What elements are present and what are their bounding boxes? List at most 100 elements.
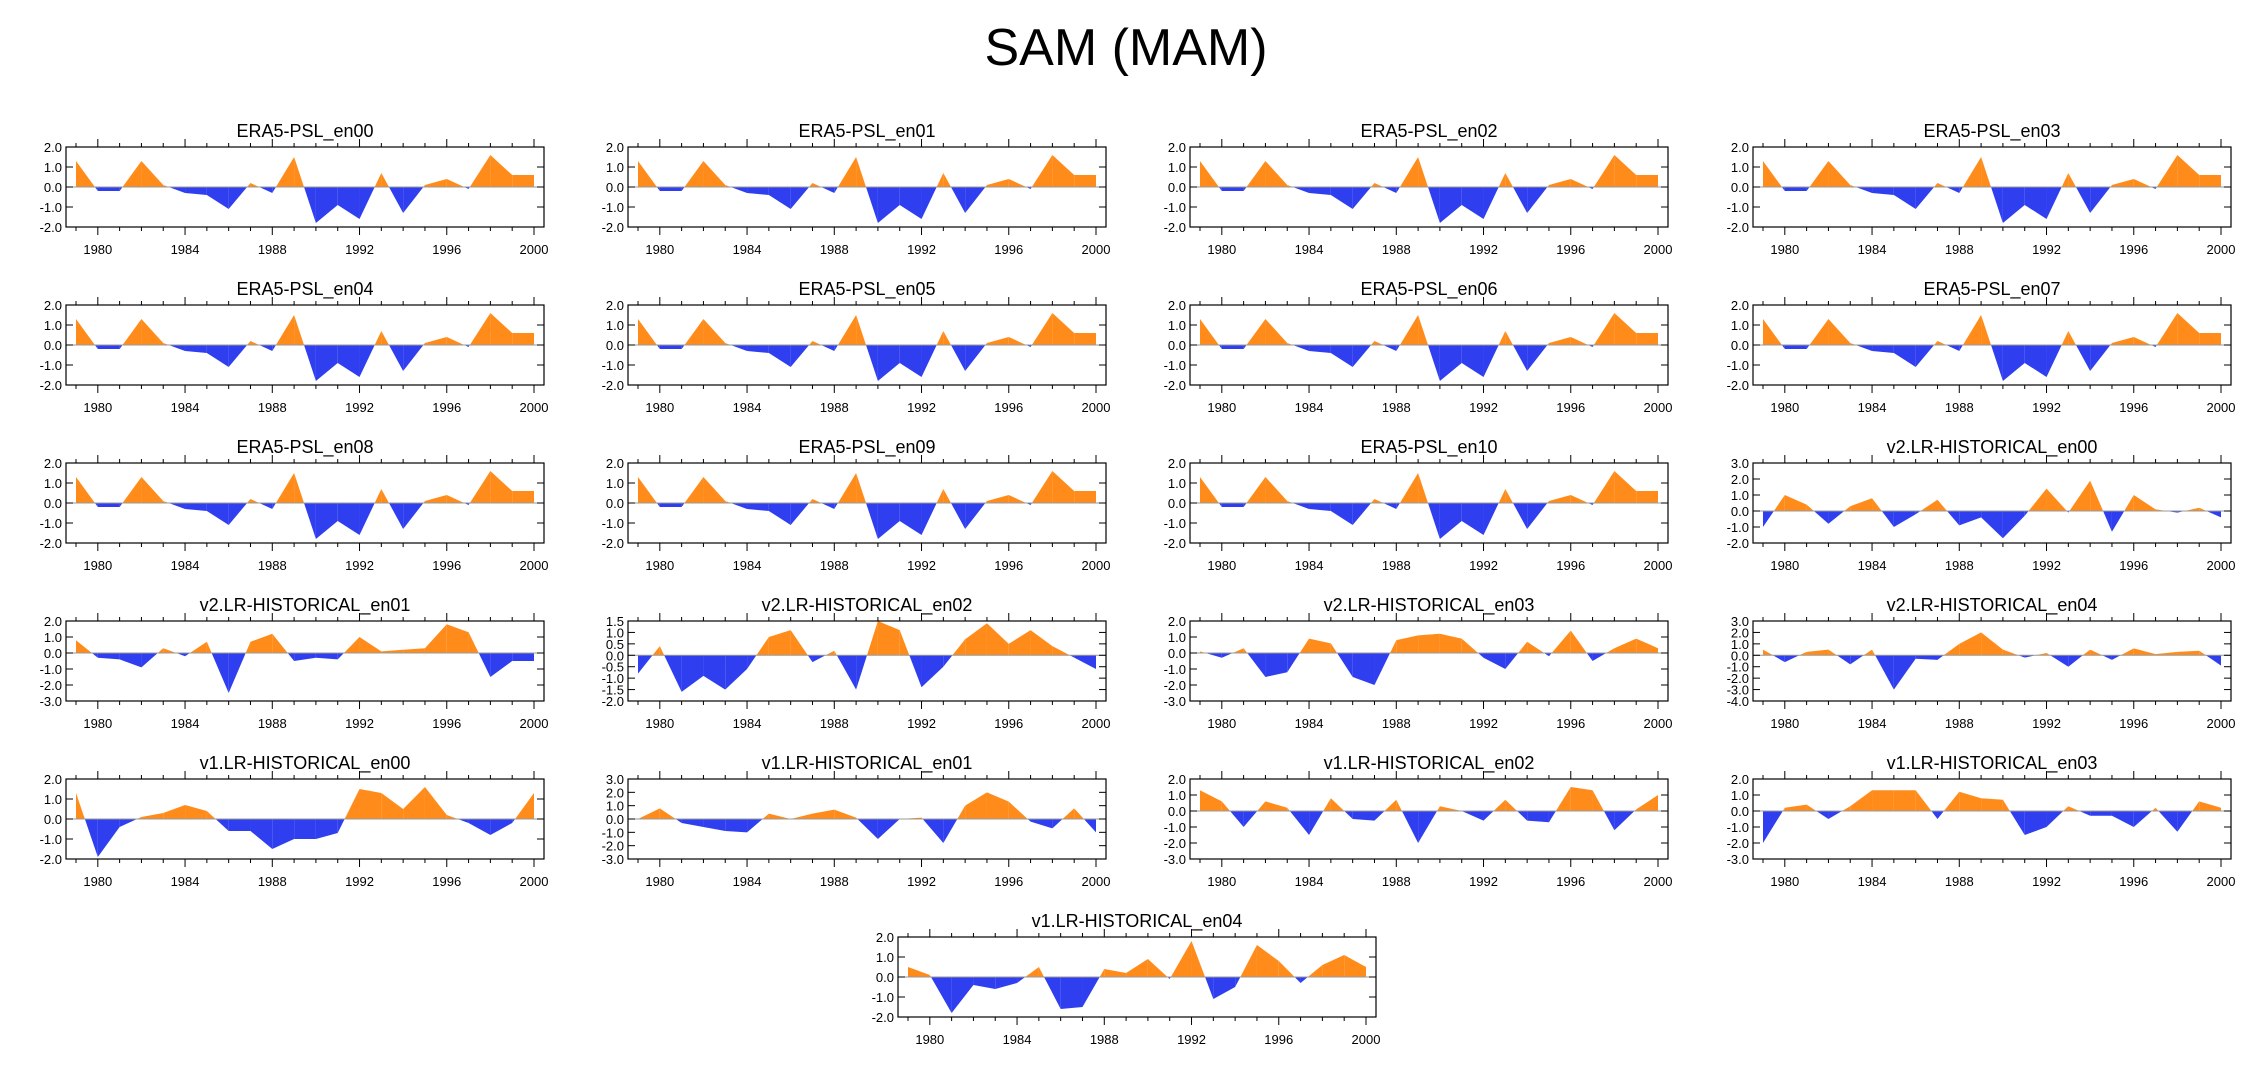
positive-area	[1614, 471, 1637, 503]
negative-area	[1383, 345, 1397, 351]
positive-area	[163, 648, 177, 653]
x-tick-label: 2000	[520, 242, 549, 257]
negative-area	[866, 503, 878, 539]
panel-title: v2.LR-HISTORICAL_en02	[762, 595, 973, 616]
figure-title: SAM (MAM)	[984, 19, 1268, 77]
negative-area	[1030, 819, 1053, 829]
positive-area	[2151, 807, 2156, 811]
positive-area	[1307, 965, 1323, 977]
y-tick-label: -2.0	[40, 220, 62, 235]
y-tick-label: -1.0	[1164, 358, 1186, 373]
x-tick-label: 1988	[1945, 874, 1974, 889]
positive-area	[1299, 638, 1310, 653]
y-tick-label: 2.0	[1168, 140, 1186, 155]
negative-area	[1855, 345, 1873, 351]
positive-area	[1038, 967, 1045, 977]
positive-area	[762, 813, 769, 819]
negative-area	[1218, 345, 1222, 349]
positive-area	[2199, 333, 2221, 345]
positive-area	[1330, 643, 1338, 653]
x-tick-label: 1992	[1469, 716, 1498, 731]
positive-area	[834, 809, 857, 819]
positive-area	[247, 183, 251, 187]
positive-area	[2069, 480, 2091, 511]
x-tick-label: 1980	[83, 558, 112, 573]
negative-area	[403, 503, 424, 529]
x-tick-label: 1984	[171, 716, 200, 731]
positive-area	[2156, 313, 2178, 345]
x-tick-label: 1980	[645, 716, 674, 731]
positive-area	[659, 808, 676, 819]
negative-area	[965, 345, 986, 371]
y-tick-label: -1.0	[1164, 516, 1186, 531]
panel-title: ERA5-PSL_en00	[236, 121, 373, 142]
negative-area	[1374, 811, 1385, 821]
positive-area	[1323, 798, 1331, 811]
x-tick-label: 2000	[2207, 242, 2236, 257]
negative-area	[1981, 511, 2003, 539]
positive-area	[1614, 155, 1637, 187]
positive-area	[1593, 155, 1615, 187]
negative-area	[681, 655, 704, 692]
negative-area	[478, 653, 491, 677]
negative-area	[747, 345, 769, 353]
panel-title: v2.LR-HISTORICAL_en03	[1324, 595, 1535, 616]
y-tick-label: 1.0	[44, 318, 62, 333]
negative-area	[2205, 655, 2221, 666]
positive-area	[206, 811, 216, 819]
positive-area	[2155, 807, 2159, 811]
panel-title: v1.LR-HISTORICAL_en01	[762, 753, 973, 774]
panel-title: ERA5-PSL_en02	[1360, 121, 1497, 142]
x-tick-label: 1996	[1556, 242, 1585, 257]
negative-area	[656, 187, 660, 191]
negative-area	[250, 819, 273, 849]
positive-area	[1104, 969, 1127, 977]
positive-area	[856, 315, 867, 345]
x-tick-label: 1984	[1858, 242, 1887, 257]
negative-area	[2009, 811, 2025, 835]
negative-area	[1505, 653, 1519, 669]
positive-area	[986, 623, 1009, 656]
negative-area	[1243, 811, 1258, 827]
positive-area	[659, 646, 665, 656]
x-tick-label: 2000	[2207, 716, 2236, 731]
positive-area	[684, 161, 704, 187]
negative-area	[1461, 811, 1484, 821]
x-tick-label: 1996	[432, 400, 461, 415]
negative-area	[1893, 187, 1916, 209]
negative-area	[97, 653, 120, 660]
negative-area	[2111, 811, 2134, 827]
positive-area	[2063, 806, 2069, 811]
negative-area	[1060, 977, 1083, 1009]
positive-area	[812, 499, 822, 503]
y-tick-label: 0.0	[1168, 180, 1186, 195]
negative-area	[1483, 503, 1499, 535]
y-tick-label: -3.0	[1727, 852, 1749, 867]
x-tick-label: 1992	[2032, 242, 2061, 257]
negative-area	[457, 819, 469, 823]
positive-area	[1439, 633, 1462, 653]
negative-area	[2024, 511, 2029, 516]
negative-area	[950, 503, 966, 529]
positive-area	[141, 161, 164, 187]
negative-area	[490, 653, 513, 677]
negative-area	[1309, 811, 1324, 835]
y-tick-label: 1.0	[606, 476, 624, 491]
negative-area	[1946, 187, 1960, 193]
negative-area	[1292, 503, 1310, 509]
positive-area	[185, 805, 207, 819]
x-tick-label: 1984	[1858, 716, 1887, 731]
positive-area	[2124, 495, 2134, 511]
y-tick-label: 2.0	[1168, 298, 1186, 313]
positive-area	[1784, 804, 1807, 811]
negative-area	[1784, 655, 1800, 663]
negative-area	[94, 187, 98, 191]
negative-area	[1991, 187, 2003, 223]
positive-area	[141, 477, 164, 503]
negative-area	[1915, 511, 1921, 515]
negative-area	[659, 345, 682, 349]
y-tick-label: 0.0	[1731, 648, 1749, 663]
y-tick-label: 1.0	[1168, 160, 1186, 175]
negative-area	[211, 653, 229, 693]
negative-area	[866, 187, 878, 223]
